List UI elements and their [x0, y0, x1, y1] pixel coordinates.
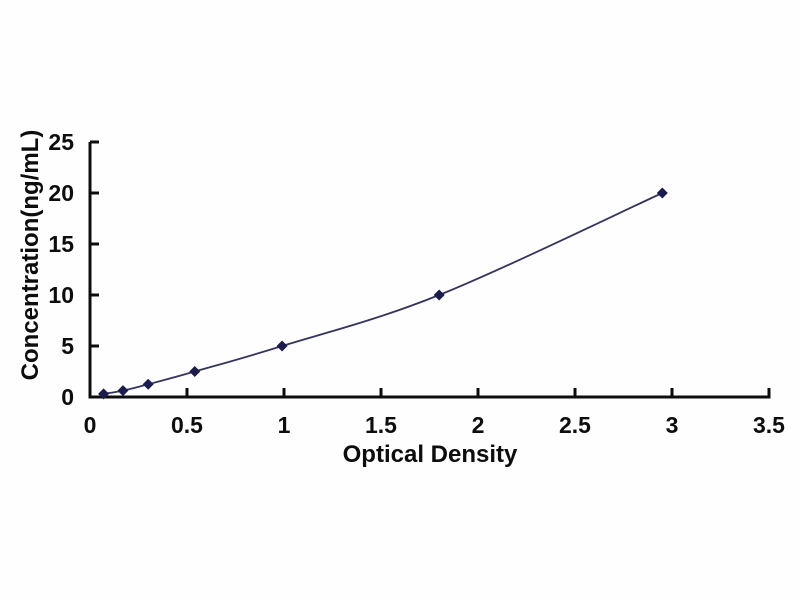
y-tick-label: 15: [48, 231, 74, 257]
axes-layer: 0 0.5 1 1.5 2 2.5 3 3.5 0 5 10 15 20 25: [48, 129, 785, 438]
x-tick-label: 1: [278, 412, 291, 438]
x-tick-label: 1.5: [365, 412, 397, 438]
x-tick-label: 3.5: [753, 412, 785, 438]
data-point-marker: [117, 385, 129, 397]
x-axis-label: Optical Density: [343, 441, 518, 468]
data-point-marker: [98, 388, 110, 400]
y-tick-label: 20: [48, 180, 74, 206]
y-tick-label: 5: [61, 333, 74, 359]
data-point-marker: [656, 187, 668, 199]
y-tick-label: 0: [61, 384, 74, 410]
y-tick-label: 10: [48, 282, 74, 308]
y-axis-label: Concentration(ng/mL): [17, 130, 44, 381]
data-point-marker: [142, 378, 154, 390]
y-tick-label: 25: [48, 129, 74, 155]
x-tick-label: 0: [84, 412, 97, 438]
x-tick-label: 3: [666, 412, 679, 438]
x-tick-label: 2: [472, 412, 485, 438]
x-tick-label: 0.5: [171, 412, 203, 438]
data-point-marker: [276, 340, 288, 352]
data-point-marker: [433, 289, 445, 301]
data-point-marker: [189, 366, 201, 377]
curve-layer: [98, 187, 668, 400]
x-tick-label: 2.5: [559, 412, 591, 438]
standard-curve-line: [103, 192, 663, 395]
